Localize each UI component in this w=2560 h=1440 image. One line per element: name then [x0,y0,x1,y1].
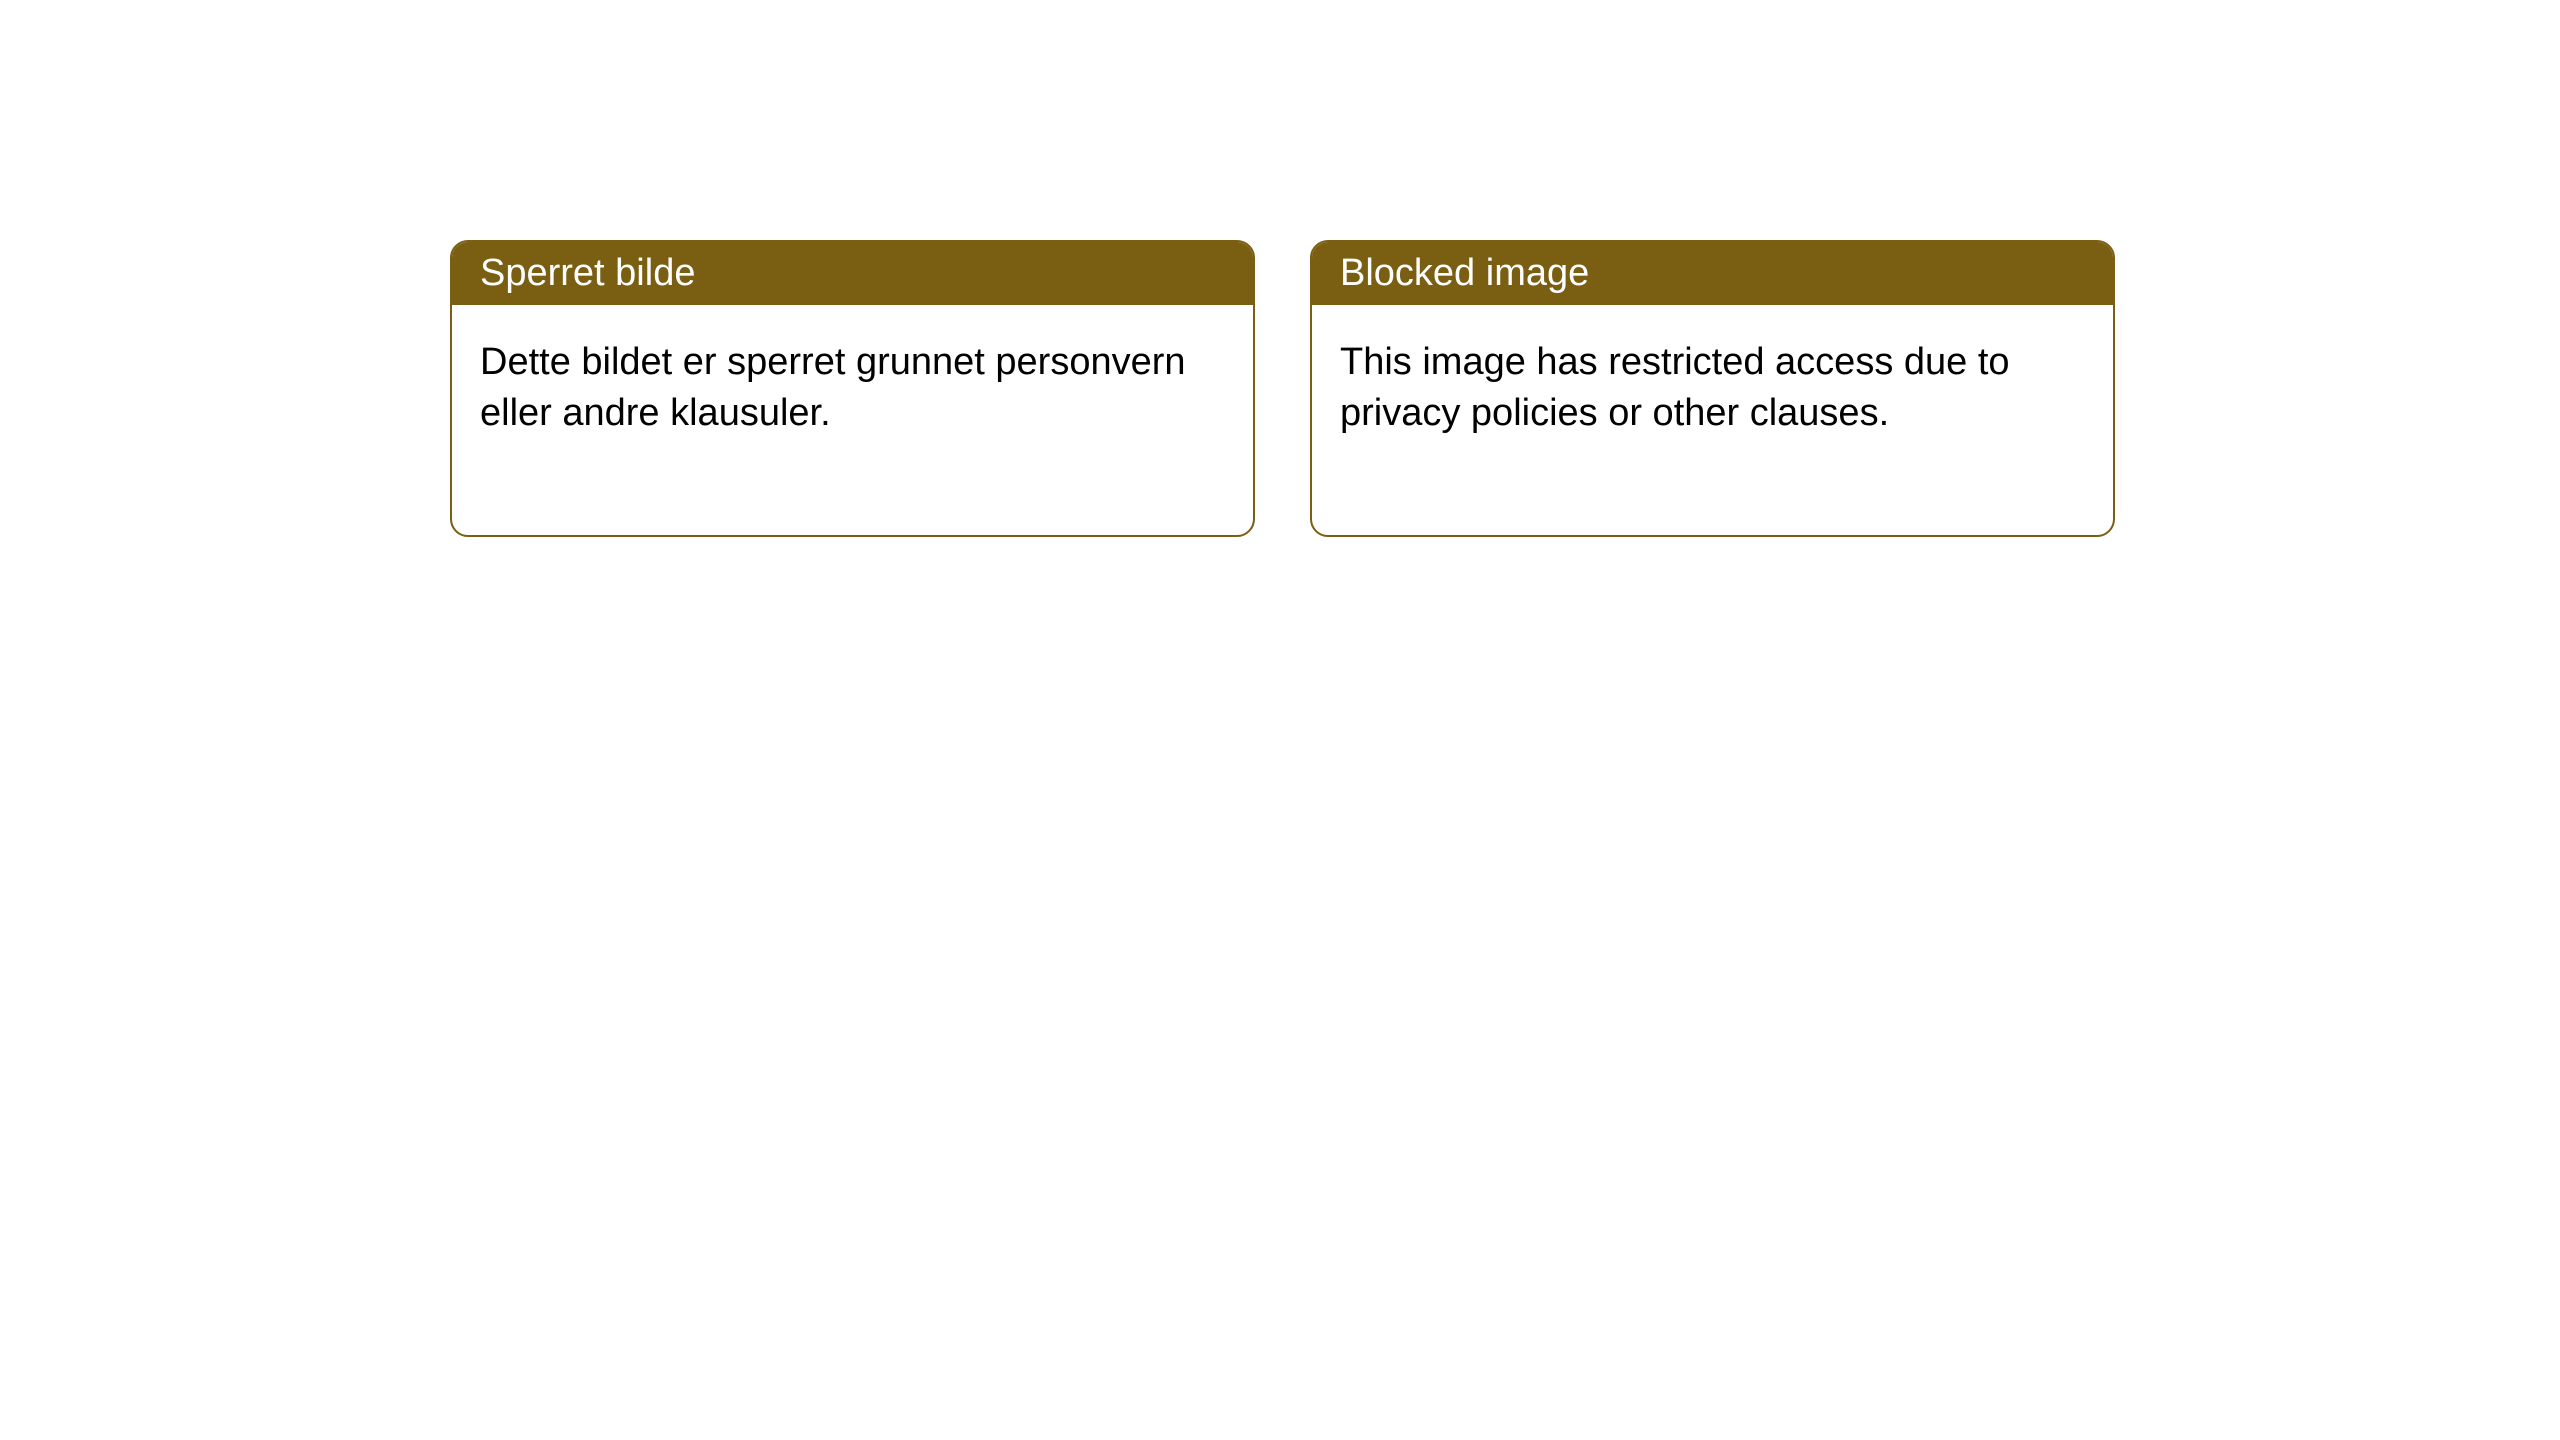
notice-card-english: Blocked image This image has restricted … [1310,240,2115,537]
notice-body: This image has restricted access due to … [1312,305,2113,535]
notice-title: Blocked image [1312,242,2113,305]
notice-title: Sperret bilde [452,242,1253,305]
notice-card-norwegian: Sperret bilde Dette bildet er sperret gr… [450,240,1255,537]
notice-body: Dette bildet er sperret grunnet personve… [452,305,1253,535]
notice-container: Sperret bilde Dette bildet er sperret gr… [0,0,2560,537]
